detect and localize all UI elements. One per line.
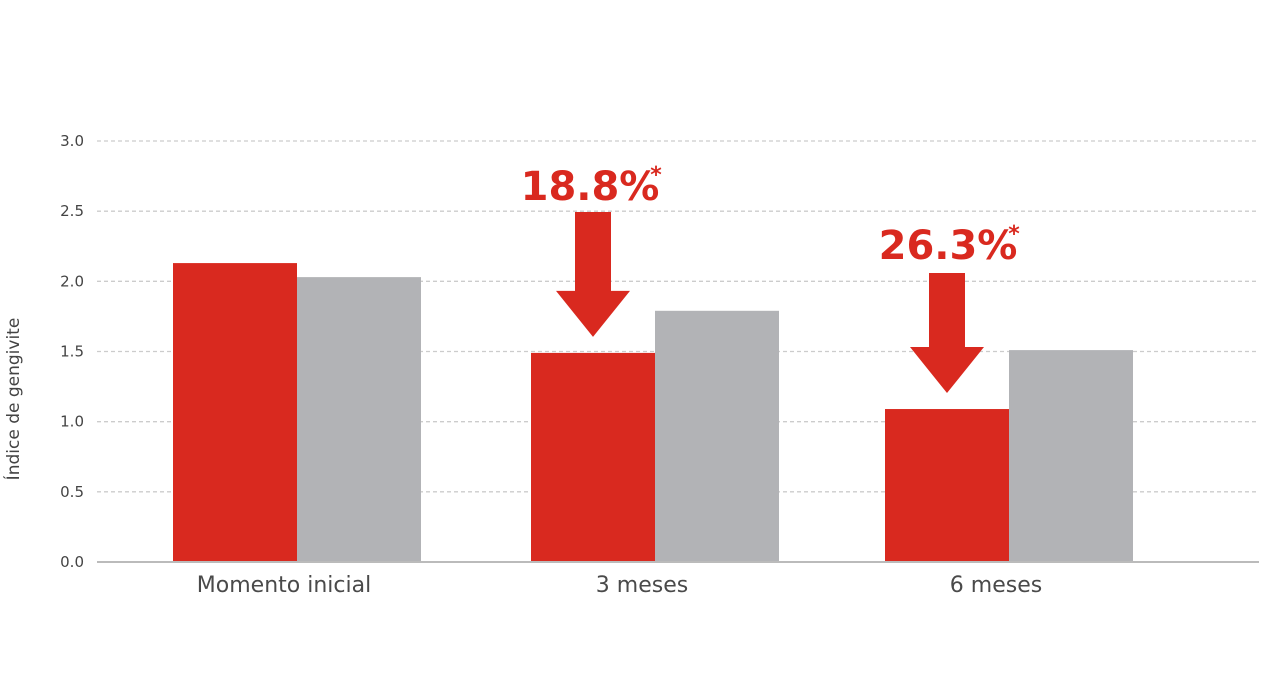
bar-series-0-2 xyxy=(885,409,1009,562)
y-tick-label: 2.0 xyxy=(60,272,84,290)
bar-series-1-0 xyxy=(297,277,421,562)
annotations: 18.8%*26.3%* xyxy=(521,163,1020,394)
annotation-marker: * xyxy=(650,163,662,188)
bars xyxy=(173,263,1133,562)
annotation-marker: * xyxy=(1008,222,1020,247)
y-tick-label: 1.5 xyxy=(60,343,84,361)
y-tick-label: 2.5 xyxy=(60,202,84,220)
y-tick-label: 0.5 xyxy=(60,483,84,501)
y-tick-label: 3.0 xyxy=(60,132,84,150)
bar-series-0-1 xyxy=(531,352,655,562)
bar-series-1-2 xyxy=(1009,350,1133,562)
y-axis-ticks: 0.0 0.5 1.0 1.5 2.0 2.5 3.0 xyxy=(60,132,84,571)
annotation-arrow xyxy=(556,212,630,337)
x-tick-label: 3 meses xyxy=(596,573,688,598)
y-tick-label: 1.0 xyxy=(60,413,84,431)
annotation-label: 18.8% xyxy=(521,164,660,210)
x-axis-labels: Momento inicial 3 meses 6 meses xyxy=(197,573,1042,598)
annotation-arrow xyxy=(910,273,984,394)
bar-series-0-0 xyxy=(173,263,297,562)
bar-series-1-1 xyxy=(655,310,779,562)
y-tick-label: 0.0 xyxy=(60,553,84,571)
annotation-label: 26.3% xyxy=(879,223,1018,269)
x-tick-label: 6 meses xyxy=(950,573,1042,598)
x-tick-label: Momento inicial xyxy=(197,573,371,598)
y-axis-label: Índice de gengivite xyxy=(2,318,24,481)
